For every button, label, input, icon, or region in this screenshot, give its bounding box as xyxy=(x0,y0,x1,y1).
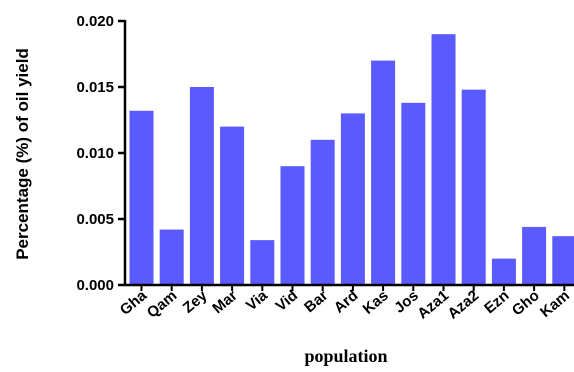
bar-jos xyxy=(401,102,426,285)
bar-vid xyxy=(280,166,305,285)
x-tick-label-qam: Qam xyxy=(144,287,180,321)
x-tick-label-vid: Vid xyxy=(272,287,301,315)
bar-gha xyxy=(129,110,154,285)
bar-ezn xyxy=(491,258,516,285)
x-axis-title: population xyxy=(304,346,387,366)
x-tick-label-via: Via xyxy=(243,287,271,315)
x-tick-label-bar: Bar xyxy=(301,287,331,316)
bar-aza2 xyxy=(461,89,486,285)
bar-bar xyxy=(310,139,335,285)
bar-zey xyxy=(189,87,214,285)
x-tick-label-aza1: Aza1 xyxy=(414,287,452,323)
x-tick-label-ard: Ard xyxy=(331,287,362,317)
y-tick-label: 0.000 xyxy=(76,277,114,294)
bar-gho xyxy=(522,226,547,285)
x-tick-label-gha: Gha xyxy=(117,287,151,319)
x-tick-label-kam: Kam xyxy=(537,287,573,321)
x-tick-label-ezn: Ezn xyxy=(481,287,512,317)
y-tick-label: 0.020 xyxy=(76,13,114,30)
bar-aza1 xyxy=(431,34,456,286)
x-tick-label-gho: Gho xyxy=(509,287,543,319)
x-tick-label-zey: Zey xyxy=(180,287,211,317)
bar-mar xyxy=(220,126,245,285)
bar-kas xyxy=(371,60,396,285)
bar-via xyxy=(250,240,275,285)
y-axis-title: Percentage (%) of oil yield xyxy=(13,48,32,260)
y-tick-label: 0.010 xyxy=(76,145,114,162)
bars-group xyxy=(129,34,574,286)
y-tick-label: 0.015 xyxy=(76,79,114,96)
x-tick-label-aza2: Aza2 xyxy=(445,287,483,323)
x-tick-label-mar: Mar xyxy=(209,287,240,317)
y-ticks-group: 0.000 0.005 0.010 0.015 0.020 xyxy=(76,13,125,294)
y-tick-label: 0.005 xyxy=(76,211,114,228)
bar-ard xyxy=(340,113,365,286)
x-tick-label-kas: Kas xyxy=(360,287,392,318)
bar-kam xyxy=(552,236,574,285)
bar-qam xyxy=(159,229,184,285)
